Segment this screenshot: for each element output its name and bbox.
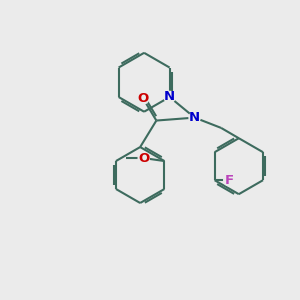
Circle shape (189, 112, 200, 123)
Text: N: N (164, 91, 175, 103)
Circle shape (224, 175, 235, 186)
Text: O: O (138, 152, 149, 165)
Text: F: F (225, 174, 234, 187)
Circle shape (138, 152, 149, 164)
Text: O: O (137, 92, 149, 105)
Circle shape (164, 92, 175, 103)
Circle shape (137, 93, 149, 104)
Text: N: N (189, 111, 200, 124)
